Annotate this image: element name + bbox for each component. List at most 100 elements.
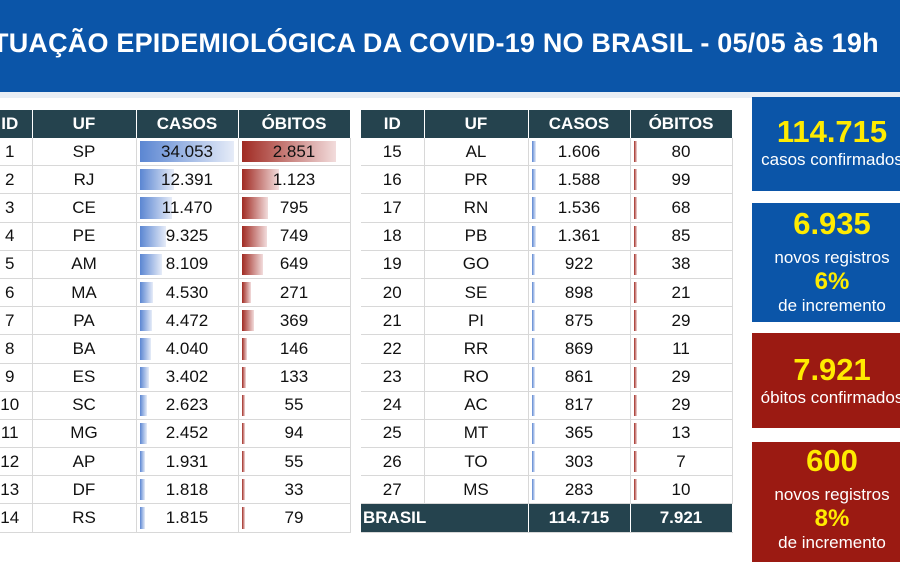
cell-id-value: 6 bbox=[5, 282, 15, 302]
data-bar bbox=[531, 281, 535, 304]
card-new-cases-label: novos registros bbox=[774, 248, 890, 267]
table-row: 24 AC 817 29 bbox=[361, 391, 733, 420]
cell-uf-value: SP bbox=[72, 141, 96, 161]
cell-casos-value: 4.040 bbox=[165, 338, 209, 358]
cell-id: 27 bbox=[361, 475, 425, 505]
cell-obitos: 369 bbox=[238, 306, 351, 336]
cell-casos-value: 1.818 bbox=[165, 479, 209, 499]
table-row: 6 MA 4.530 271 bbox=[0, 278, 351, 308]
cell-obitos-value: 55 bbox=[284, 451, 304, 471]
cell-id: 25 bbox=[361, 419, 425, 449]
cell-casos: 861 bbox=[528, 363, 631, 392]
data-bar bbox=[633, 394, 637, 416]
cell-obitos-value: 94 bbox=[284, 423, 304, 443]
cell-id-value: 1 bbox=[5, 141, 15, 161]
cell-id: 7 bbox=[0, 306, 33, 336]
table-row: 18 PB 1.361 85 bbox=[361, 222, 733, 251]
column-header-casos: CASOS bbox=[528, 110, 631, 138]
data-bar bbox=[241, 253, 263, 275]
cell-uf: PI bbox=[424, 306, 529, 336]
cell-casos: 1.588 bbox=[528, 165, 631, 195]
data-bar bbox=[633, 169, 637, 191]
cell-obitos-value: 13 bbox=[671, 423, 691, 443]
cell-id-value: 14 bbox=[0, 508, 20, 528]
data-bar bbox=[531, 310, 535, 332]
cell-obitos: 29 bbox=[630, 306, 733, 336]
cell-casos-value: 365 bbox=[564, 423, 594, 443]
cell-obitos: 33 bbox=[238, 475, 351, 505]
data-bar bbox=[241, 169, 279, 191]
cell-casos-value: 283 bbox=[564, 479, 594, 499]
cell-obitos: 29 bbox=[630, 363, 733, 392]
data-bar bbox=[139, 281, 153, 304]
cell-id-value: 10 bbox=[0, 395, 20, 415]
cell-casos: 8.109 bbox=[136, 250, 239, 279]
cell-casos: 1.815 bbox=[136, 503, 239, 533]
data-bar bbox=[241, 141, 336, 163]
cell-casos-value: 1.361 bbox=[557, 226, 601, 246]
cell-id-value: 24 bbox=[382, 395, 402, 415]
cell-uf: AC bbox=[424, 391, 529, 420]
cell-obitos-value: 21 bbox=[671, 282, 691, 302]
cell-obitos: 649 bbox=[238, 250, 351, 279]
cell-obitos: 749 bbox=[238, 222, 351, 251]
cell-obitos-value: 99 bbox=[671, 169, 691, 189]
cell-uf: GO bbox=[424, 250, 529, 279]
cell-id-value: 13 bbox=[0, 479, 20, 499]
column-header-uf: UF bbox=[424, 110, 529, 138]
data-bar bbox=[241, 507, 245, 529]
cell-uf-value: DF bbox=[72, 479, 96, 499]
table-row: 23 RO 861 29 bbox=[361, 363, 733, 392]
table-row: 10 SC 2.623 55 bbox=[0, 391, 351, 420]
cell-uf-value: CE bbox=[72, 197, 96, 217]
table-row: 2 RJ 12.391 1.123 bbox=[0, 165, 351, 195]
cell-casos: 4.040 bbox=[136, 334, 239, 364]
cell-uf: RO bbox=[424, 363, 529, 392]
column-header-casos: CASOS bbox=[136, 110, 239, 138]
cell-casos: 11.470 bbox=[136, 193, 239, 223]
table-row: 22 RR 869 11 bbox=[361, 334, 733, 364]
cell-id: 17 bbox=[361, 193, 425, 223]
cell-casos: 1.931 bbox=[136, 447, 239, 477]
cell-id-value: 27 bbox=[382, 479, 402, 499]
cell-casos-value: 4.530 bbox=[165, 282, 209, 302]
cell-casos-value: 2.623 bbox=[165, 395, 209, 415]
cell-uf: AL bbox=[424, 138, 529, 167]
cell-obitos: 271 bbox=[238, 278, 351, 308]
cell-casos: 12.391 bbox=[136, 165, 239, 195]
cell-uf: SP bbox=[32, 138, 137, 167]
cell-uf: SE bbox=[424, 278, 529, 308]
cell-obitos: 79 bbox=[238, 503, 351, 533]
cell-casos-value: 1.588 bbox=[557, 169, 601, 189]
cell-id-value: 22 bbox=[382, 338, 402, 358]
data-bar bbox=[633, 225, 637, 247]
cell-uf-value: MS bbox=[463, 479, 489, 499]
data-bar bbox=[139, 394, 147, 416]
cell-casos: 3.402 bbox=[136, 363, 239, 392]
cell-obitos-value: 1.123 bbox=[272, 169, 316, 189]
total-label: BRASIL bbox=[361, 503, 529, 533]
cell-casos-value: 3.402 bbox=[165, 367, 209, 387]
cell-casos-value: 303 bbox=[564, 451, 594, 471]
cell-obitos: 11 bbox=[630, 334, 733, 364]
cell-id-value: 4 bbox=[5, 226, 15, 246]
data-bar bbox=[241, 281, 251, 304]
cell-obitos: 795 bbox=[238, 193, 351, 223]
cell-uf-value: AL bbox=[465, 141, 487, 161]
cell-id-value: 7 bbox=[5, 310, 15, 330]
data-bar bbox=[139, 310, 152, 332]
cell-id-value: 11 bbox=[0, 423, 19, 443]
column-header-id: ID bbox=[0, 110, 33, 138]
data-bar bbox=[531, 479, 535, 501]
cell-id: 20 bbox=[361, 278, 425, 308]
cell-uf-value: AC bbox=[464, 395, 488, 415]
cell-casos: 1.361 bbox=[528, 222, 631, 251]
card-total-cases-value: 114.715 bbox=[776, 114, 888, 149]
cell-obitos-value: 29 bbox=[671, 310, 691, 330]
data-bar bbox=[633, 338, 637, 360]
cell-uf: MT bbox=[424, 419, 529, 449]
data-bar bbox=[139, 479, 145, 501]
cell-casos: 303 bbox=[528, 447, 631, 477]
card-new-cases: 6.935 novos registros 6% de incremento bbox=[752, 203, 900, 322]
data-bar bbox=[139, 253, 162, 275]
